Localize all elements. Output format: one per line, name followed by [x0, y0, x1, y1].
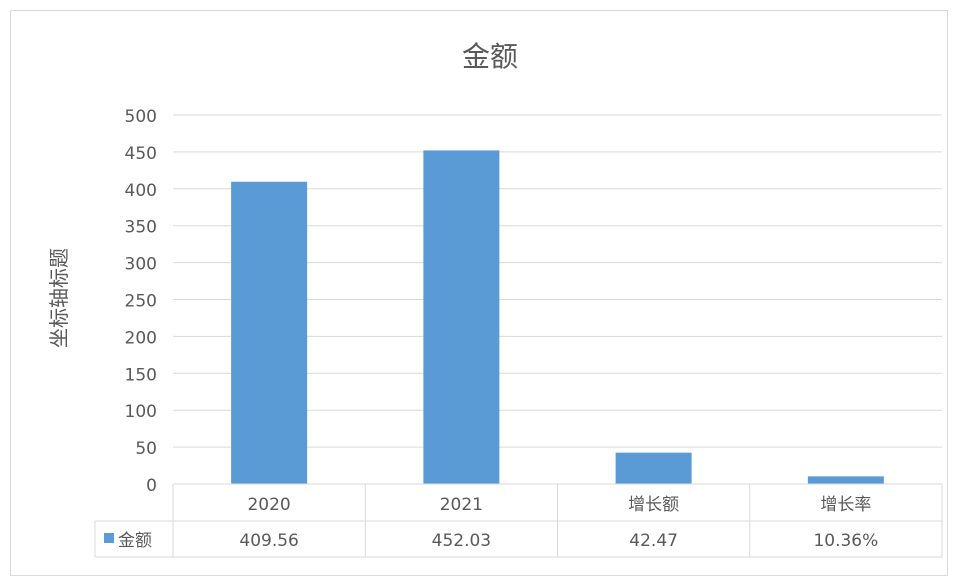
x-category-label: 2021 [440, 495, 483, 515]
y-tick-label: 400 [125, 181, 157, 201]
y-tick-label: 100 [125, 402, 157, 422]
y-axis-ticks: 0 50 100 150 200 250 300 350 400 450 500 [125, 107, 157, 496]
x-category-label: 增长率 [820, 495, 871, 515]
data-label: 409.56 [239, 531, 298, 551]
bar [807, 476, 884, 484]
bar [423, 150, 500, 484]
chart-title: 金额 [462, 40, 518, 73]
y-tick-label: 0 [146, 476, 157, 496]
data-label: 452.03 [432, 531, 491, 551]
data-label: 42.47 [629, 531, 678, 551]
legend-series-name: 金额 [118, 531, 152, 551]
x-category-label: 2020 [247, 495, 290, 515]
y-tick-label: 300 [125, 255, 157, 275]
legend-swatch [104, 533, 114, 543]
bar [231, 181, 308, 484]
y-tick-label: 50 [135, 439, 157, 459]
y-tick-label: 250 [125, 292, 157, 312]
y-axis-title: 坐标轴标题 [47, 248, 71, 348]
y-tick-label: 500 [125, 107, 157, 127]
bars [231, 150, 884, 484]
chart-frame [10, 10, 948, 576]
y-tick-label: 200 [125, 328, 157, 348]
y-tick-label: 450 [125, 144, 157, 164]
y-tick-label: 150 [125, 365, 157, 385]
bar [615, 452, 692, 484]
data-label: 10.36% [813, 531, 878, 551]
y-tick-label: 350 [125, 218, 157, 238]
x-category-label: 增长额 [628, 495, 679, 515]
data-table: 2020 409.56 2021 452.03 增长额 42.47 增长率 10.36% 金额 [94, 483, 943, 558]
